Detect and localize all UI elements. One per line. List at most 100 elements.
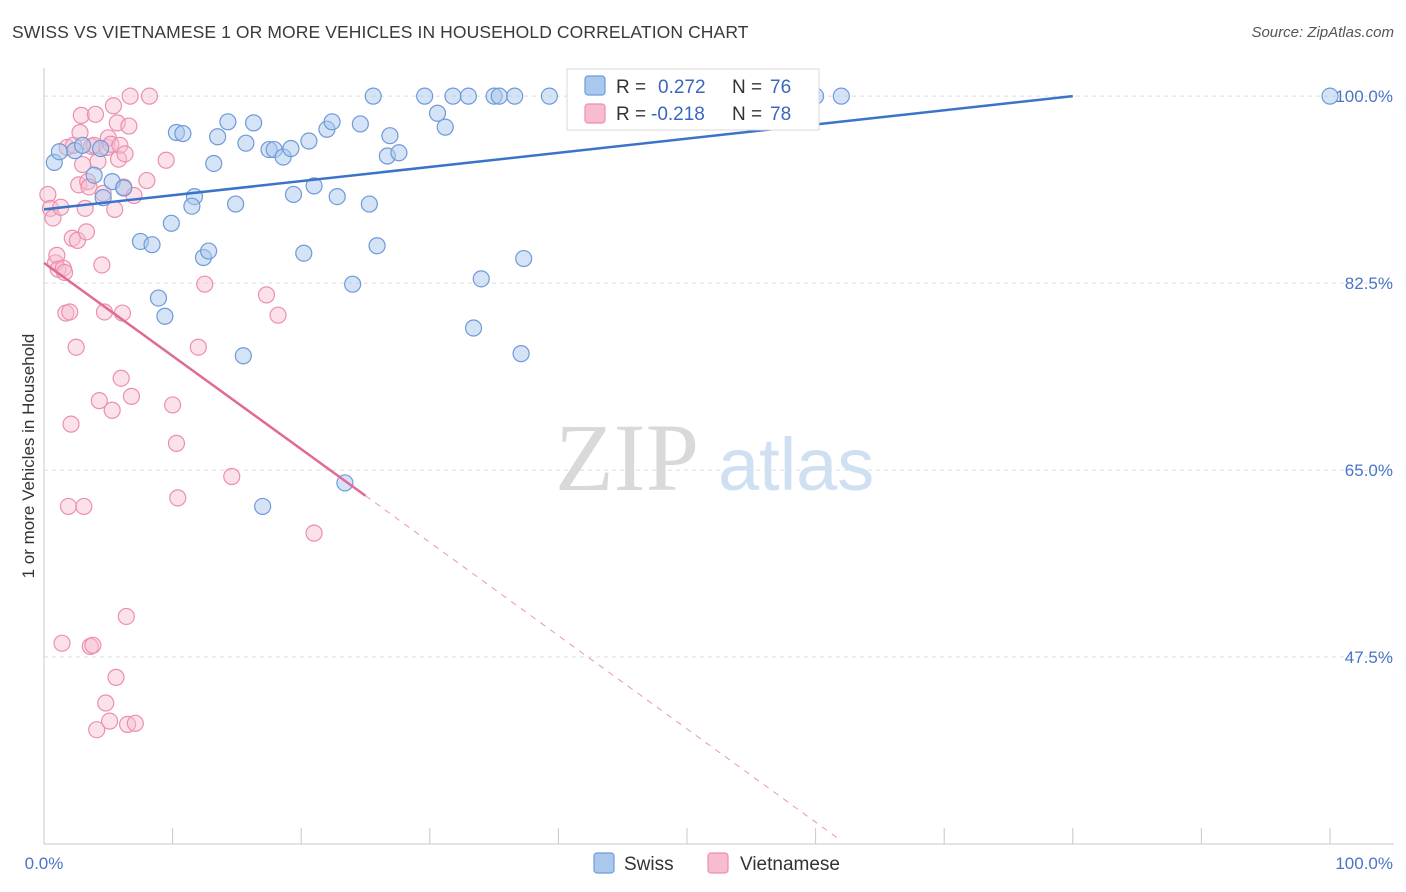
swiss-point — [459, 87, 477, 105]
swiss-point — [245, 114, 263, 132]
swiss-point — [219, 113, 237, 131]
watermark-zip: ZIP — [555, 404, 699, 511]
swiss-point — [162, 214, 180, 232]
vietnamese-point — [257, 286, 276, 304]
swiss-point — [1321, 87, 1339, 105]
y-axis-label: 1 or more Vehicles in Household — [19, 334, 38, 579]
swiss-point — [512, 345, 530, 363]
swiss-point — [149, 289, 168, 307]
vietnamese-r-label: R = — [616, 104, 646, 125]
swiss-point — [205, 154, 223, 173]
y-tick-labels: 47.5% 65.0% 82.5% 100.0% — [1335, 87, 1393, 667]
vietnamese-point — [68, 231, 87, 249]
swiss-point — [368, 237, 386, 255]
swiss-point — [50, 143, 69, 161]
swiss-point — [540, 87, 558, 105]
correlation-legend[interactable]: R = 0.272 N = 76 R = -0.218 N = 78 — [566, 68, 820, 131]
swiss-point — [328, 187, 346, 206]
swiss-point — [515, 249, 533, 268]
vietnamese-r-value: -0.218 — [651, 104, 705, 125]
vietnamese-point — [100, 712, 119, 730]
watermark-atlas: atlas — [718, 423, 874, 506]
swiss-point — [295, 244, 313, 262]
swiss-point — [436, 118, 454, 136]
swiss-point — [174, 124, 192, 143]
swiss-point — [323, 113, 341, 131]
swiss-point — [156, 307, 174, 325]
vietnamese-point — [62, 415, 80, 433]
vietnamese-trend-extension — [365, 495, 842, 842]
y-tick-label: 47.5% — [1345, 648, 1393, 667]
swiss-point — [344, 275, 362, 293]
swiss-point — [237, 134, 255, 152]
vietnamese-n-value: 78 — [770, 104, 791, 125]
vietnamese-point — [70, 176, 88, 194]
chart-title: SWISS VS VIETNAMESE 1 OR MORE VEHICLES I… — [12, 22, 749, 42]
vietnamese-point — [72, 106, 90, 124]
vietnamese-point — [75, 497, 93, 516]
swiss-point — [85, 166, 103, 184]
swiss-point — [416, 87, 434, 105]
vietnamese-points — [39, 87, 323, 739]
x-tick-label: 100.0% — [1335, 854, 1393, 873]
swiss-point — [300, 132, 318, 150]
vietnamese-point — [88, 721, 106, 739]
swiss-point — [183, 197, 201, 215]
swiss-point — [227, 195, 245, 213]
vietnamese-point — [90, 392, 108, 410]
vietnamese-key-swatch — [707, 852, 729, 874]
swiss-legend-swatch — [584, 75, 606, 96]
axes — [43, 68, 1394, 845]
vietnamese-legend-swatch — [584, 103, 606, 124]
swiss-point — [832, 87, 850, 105]
vietnamese-point — [61, 303, 79, 321]
vietnamese-point — [77, 223, 96, 241]
vietnamese-point — [140, 87, 159, 105]
swiss-key-label: Swiss — [624, 854, 674, 875]
vietnamese-point — [59, 497, 78, 516]
swiss-point — [73, 136, 92, 154]
vietnamese-point — [107, 668, 125, 686]
vietnamese-point — [167, 434, 186, 452]
vietnamese-point — [103, 401, 121, 419]
vietnamese-point — [196, 275, 214, 293]
vietnamese-point — [138, 171, 156, 190]
vietnamese-trend-line — [43, 261, 367, 497]
series-legend[interactable]: Swiss Vietnamese — [593, 852, 840, 875]
swiss-point — [390, 144, 408, 162]
swiss-r-label: R = — [616, 77, 646, 98]
vietnamese-point — [189, 338, 207, 356]
swiss-point — [428, 104, 447, 122]
vietnamese-point — [164, 396, 182, 414]
swiss-point — [381, 127, 399, 145]
vietnamese-point — [223, 467, 241, 486]
swiss-point — [284, 185, 303, 204]
swiss-point — [305, 177, 323, 195]
vietnamese-point — [39, 185, 57, 204]
swiss-point — [234, 347, 252, 365]
swiss-point — [472, 270, 490, 288]
vietnamese-point — [67, 338, 85, 356]
swiss-point — [464, 319, 483, 337]
vietnamese-point — [76, 199, 94, 217]
vietnamese-point — [122, 387, 141, 405]
vietnamese-point — [112, 369, 130, 387]
vietnamese-point — [116, 145, 134, 163]
swiss-points — [45, 87, 1339, 516]
swiss-point — [200, 242, 218, 260]
x-tick-label: 0.0% — [25, 854, 64, 873]
swiss-key-swatch — [593, 852, 615, 874]
y-tick-label: 65.0% — [1345, 461, 1393, 480]
y-tick-label: 82.5% — [1345, 274, 1393, 293]
swiss-point — [351, 115, 369, 133]
vietnamese-point — [104, 97, 123, 115]
swiss-point — [282, 139, 300, 158]
swiss-point — [506, 87, 524, 105]
vietnamese-point — [53, 634, 71, 652]
swiss-point — [91, 139, 110, 158]
source-credit: Source: ZipAtlas.com — [1251, 24, 1394, 41]
swiss-point — [490, 87, 508, 105]
vietnamese-point — [93, 256, 111, 274]
swiss-point — [254, 497, 272, 516]
